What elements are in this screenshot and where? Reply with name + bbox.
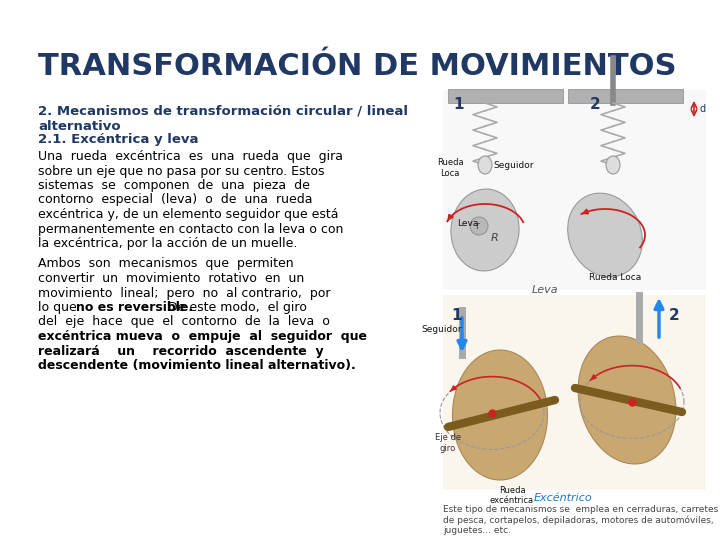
Ellipse shape	[606, 156, 620, 174]
Text: descendente (movimiento lineal alternativo).: descendente (movimiento lineal alternati…	[38, 359, 356, 372]
Text: De este modo,  el giro: De este modo, el giro	[160, 301, 307, 314]
Text: 1: 1	[451, 308, 462, 323]
Text: Eje de
giro: Eje de giro	[435, 433, 461, 453]
Text: Rueda
excéntrica: Rueda excéntrica	[490, 486, 534, 505]
Text: 1: 1	[453, 97, 464, 112]
Text: Rueda
Loca: Rueda Loca	[437, 158, 463, 178]
Text: movimiento  lineal;  pero  no  al contrario,  por: movimiento lineal; pero no al contrario,…	[38, 287, 330, 300]
Text: 2. Mecanismos de transformación circular / lineal: 2. Mecanismos de transformación circular…	[38, 105, 408, 118]
FancyBboxPatch shape	[443, 295, 706, 490]
Text: lo que: lo que	[38, 301, 81, 314]
Text: Seguidor: Seguidor	[493, 160, 534, 170]
Text: no es reversible.: no es reversible.	[76, 301, 193, 314]
Ellipse shape	[578, 336, 676, 464]
Bar	[568, 89, 683, 103]
Text: Leva: Leva	[457, 219, 478, 228]
Text: del  eje  hace  que  el  contorno  de  la  leva  o: del eje hace que el contorno de la leva …	[38, 315, 330, 328]
Text: R: R	[491, 233, 499, 243]
Text: sobre un eje que no pasa por su centro. Estos: sobre un eje que no pasa por su centro. …	[38, 165, 325, 178]
Text: 2: 2	[669, 308, 680, 323]
Text: la excéntrica, por la acción de un muelle.: la excéntrica, por la acción de un muell…	[38, 237, 297, 250]
Text: Excéntrico: Excéntrico	[534, 493, 593, 503]
Text: realizará    un    recorrido  ascendente  y: realizará un recorrido ascendente y	[38, 345, 323, 357]
Text: Seguidor: Seguidor	[422, 326, 462, 334]
Text: sistemas  se  componen  de  una  pieza  de: sistemas se componen de una pieza de	[38, 179, 310, 192]
Text: d: d	[699, 104, 705, 114]
Ellipse shape	[478, 156, 492, 174]
Text: alternativo: alternativo	[38, 120, 121, 133]
Text: permanentemente en contacto con la leva o con: permanentemente en contacto con la leva …	[38, 222, 343, 235]
Text: excéntrica y, de un elemento seguidor que está: excéntrica y, de un elemento seguidor qu…	[38, 208, 338, 221]
Text: convertir  un  movimiento  rotativo  en  un: convertir un movimiento rotativo en un	[38, 272, 305, 285]
Text: excéntrica mueva  o  empuje  al  seguidor  que: excéntrica mueva o empuje al seguidor qu…	[38, 330, 367, 343]
Bar	[448, 89, 563, 103]
Ellipse shape	[451, 189, 519, 271]
Ellipse shape	[470, 217, 488, 235]
Text: 2.1. Excéntrica y leva: 2.1. Excéntrica y leva	[38, 133, 199, 146]
Text: Ambos  son  mecanismos  que  permiten: Ambos son mecanismos que permiten	[38, 258, 294, 271]
FancyBboxPatch shape	[443, 90, 706, 290]
Text: Leva: Leva	[531, 285, 558, 295]
Text: TRANSFORMACIÓN DE MOVIMIENTOS: TRANSFORMACIÓN DE MOVIMIENTOS	[38, 52, 677, 81]
Text: Rueda Loca: Rueda Loca	[589, 273, 641, 282]
Text: contorno  especial  (leva)  o  de  una  rueda: contorno especial (leva) o de una rueda	[38, 193, 312, 206]
Ellipse shape	[567, 193, 642, 277]
Text: r: r	[475, 221, 479, 231]
Text: Este tipo de mecanismos se  emplea en cerraduras, carretes
de pesca, cortapelos,: Este tipo de mecanismos se emplea en cer…	[443, 505, 719, 535]
Text: 2: 2	[590, 97, 600, 112]
Ellipse shape	[452, 350, 547, 480]
Text: Una  rueda  excéntrica  es  una  rueda  que  gira: Una rueda excéntrica es una rueda que gi…	[38, 150, 343, 163]
